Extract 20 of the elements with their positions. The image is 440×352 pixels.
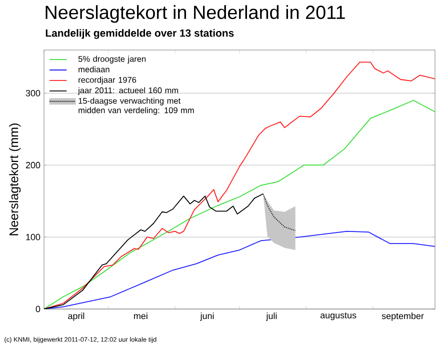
x-tick-label: juli [266,312,277,321]
y-tick-label: 100 [26,234,40,240]
legend-label: jaar 2011: actueel 160 mm [78,87,178,95]
x-tick-label: juni [200,312,214,321]
legend-label: 15-daagse verwachting met midden van verdeling: 109 mm [78,98,194,115]
line-series [44,100,436,309]
chart-title: Neerslagtekort in Nederland in 2011 [46,5,345,23]
x-tick-label: augustus [320,312,356,320]
y-axis-title: Neerslagtekort (mm) [9,124,21,236]
chart-subtitle: Landelijk gemiddelde over 13 stations [46,29,234,39]
legend-label: recordjaar 1976 [78,76,136,84]
x-tick-label: september [382,312,424,321]
x-tick-label: april [68,312,84,321]
x-tick-label: mei [134,312,148,320]
line-series [44,230,436,309]
y-tick-label: 200 [26,162,40,168]
y-tick-label: 300 [26,90,40,96]
legend-label: 5% droogste jaren [78,56,146,64]
y-tick-label: 0 [36,306,40,312]
legend-label: mediaan [78,66,110,72]
